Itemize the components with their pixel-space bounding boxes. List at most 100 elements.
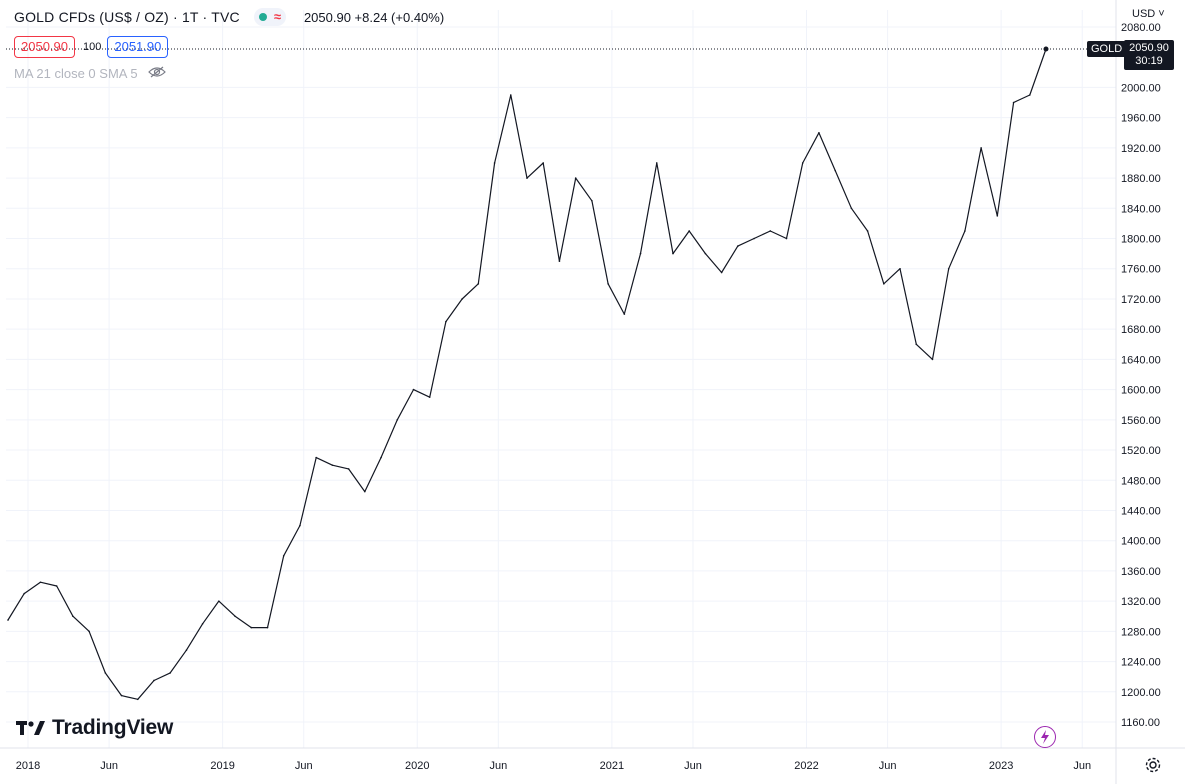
y-tick-label: 1800.00 [1121,234,1161,246]
price-point [136,698,139,701]
price-point [477,283,480,285]
price-point [250,626,253,629]
spread-value: 100 [83,41,102,53]
indicator-legend[interactable]: MA 21 close 0 SMA 5 [14,66,166,81]
eye-hidden-icon[interactable] [147,66,166,81]
price-point [883,283,885,285]
price-point [542,162,545,164]
price-point [266,626,269,629]
price-line-layer [6,46,1116,701]
price-point [720,271,723,274]
market-open-dot-icon [258,13,267,21]
price-point [769,230,772,232]
x-tick-label: Jun [1073,760,1091,772]
buy-button[interactable]: 2051.90 [107,36,169,58]
y-tick-label: 1160.00 [1121,717,1160,729]
sell-button[interactable]: 2050.90 [14,36,75,58]
y-tick-label: 1760.00 [1121,264,1161,276]
y-tick-label: 1560.00 [1121,415,1161,427]
x-tick-label: 2019 [210,760,234,772]
price-point [380,456,382,459]
y-tick-label: 1440.00 [1121,505,1161,517]
price-point [737,245,739,247]
price-point [120,694,123,697]
price-point [445,320,447,323]
y-tick-label: 1920.00 [1121,143,1161,155]
price-point [574,177,577,179]
price-point [623,313,626,315]
grid [6,10,1116,748]
y-tick-label: 1880.00 [1121,173,1161,185]
price-point [396,419,399,421]
currency-label[interactable]: USD [1132,8,1156,20]
y-tick-label: 1360.00 [1121,566,1161,578]
price-point [428,396,431,398]
price-point [1028,94,1031,96]
y-tick-label: 2080.00 [1121,22,1161,34]
price-point [899,267,901,270]
tradingview-logo-icon [16,721,45,735]
time-scale[interactable]: 2018 Jun 2019 Jun 2020 Jun 2021 Jun 2022 Jun 2023 J… [16,760,1091,772]
status-pills[interactable]: ≈ [253,8,286,26]
price-point [39,581,42,584]
price-point [364,490,366,493]
price-point [315,456,317,459]
price-point [526,177,528,179]
last-change: 2050.90 +8.24 (+0.40%) [303,9,445,25]
last-price-value: 2050.90 [1129,42,1169,54]
y-tick-label: 1680.00 [1121,324,1161,336]
symbol-tag: GOLD [1087,41,1127,57]
price-point [947,267,950,270]
y-tick-label: 1400.00 [1121,536,1161,548]
x-tick-label: 2018 [16,760,40,772]
price-point [347,468,350,470]
quote-row: 2050.90 100 2051.90 [14,36,169,58]
price-point [801,162,804,164]
price-point [753,237,755,240]
symbol-legend[interactable]: GOLD CFDs (US$ / OZ) · 1T · TVC ≈ 2050.9… [14,8,444,26]
price-point [996,215,999,217]
price-point [818,131,820,134]
price-point [688,230,690,232]
currency-selector[interactable]: USD ˅ [1126,6,1171,22]
gear-icon[interactable] [1144,756,1162,774]
x-tick-label: 2021 [600,760,624,772]
countdown-value: 30:19 [1135,55,1163,67]
price-point [493,162,496,164]
price-scale[interactable]: 1160.00 1200.00 1240.00 1280.00 1320.00 1360.… [1121,22,1161,729]
price-point [88,630,90,633]
price-point [655,162,658,164]
price-point [591,199,593,202]
x-tick-label: 2020 [405,760,429,772]
y-tick-label: 1640.00 [1121,354,1161,366]
price-point [785,237,788,240]
tradingview-logo[interactable]: TradingView [16,716,173,740]
price-point [704,252,707,255]
lightning-icon[interactable] [1034,726,1056,748]
price-point [509,94,512,96]
indicator-label[interactable]: MA 21 close 0 SMA 5 [14,66,138,81]
x-tick-label: 2022 [794,760,818,772]
price-line [7,48,1047,700]
y-tick-label: 1280.00 [1121,626,1161,638]
y-tick-label: 1960.00 [1121,113,1161,125]
price-point [672,252,674,255]
price-point [7,619,9,621]
x-tick-label: Jun [879,760,897,772]
x-tick-label: Jun [489,760,507,772]
price-point [201,622,204,625]
price-point [607,283,609,285]
last-price-tag: 2050.90 30:19 [1124,40,1174,70]
y-tick-label: 2000.00 [1121,82,1161,94]
y-tick-label: 1720.00 [1121,294,1161,306]
symbol-title[interactable]: GOLD CFDs (US$ / OZ) · 1T · TVC [14,9,240,25]
price-point [218,600,220,602]
price-point [461,298,463,300]
price-point [55,585,58,587]
logo-text: TradingView [52,716,174,739]
y-tick-label: 1520.00 [1121,445,1161,457]
price-point [299,524,301,527]
